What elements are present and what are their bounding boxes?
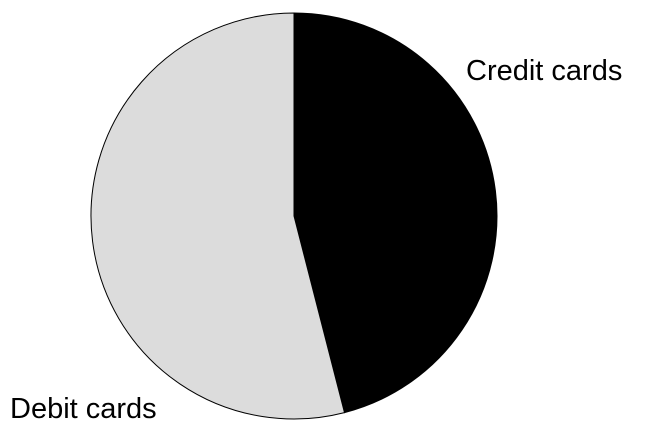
- pie-slice-credit-cards: [293, 12, 498, 414]
- slice-label-credit-cards: Credit cards: [466, 55, 622, 87]
- slice-label-debit-cards: Debit cards: [10, 393, 157, 421]
- pie-slice-debit-cards: [90, 12, 346, 420]
- pie-slices: [90, 12, 498, 420]
